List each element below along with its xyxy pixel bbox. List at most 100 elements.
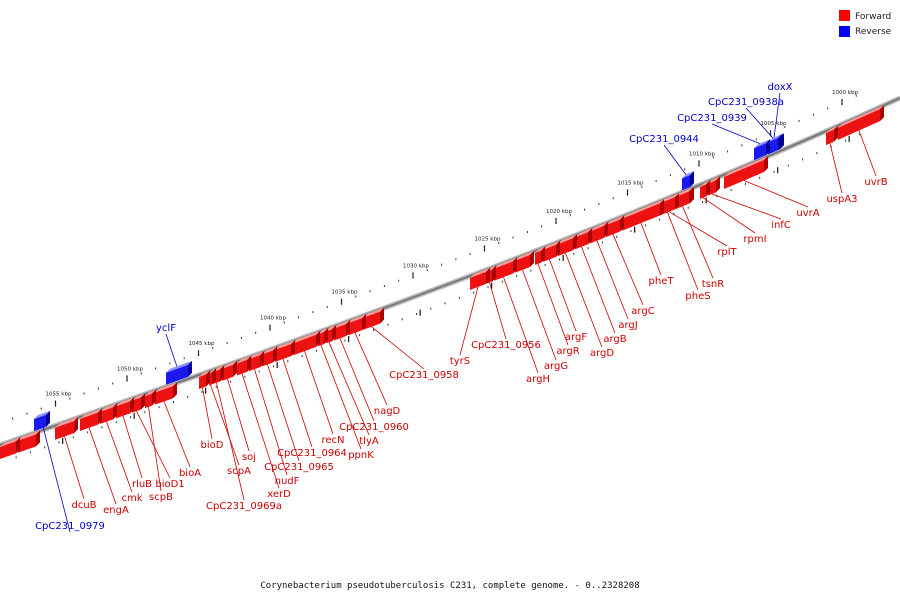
label-leader-line	[165, 333, 178, 367]
gene-label[interactable]: pheS	[685, 291, 710, 302]
bioA-gene-feature[interactable]	[155, 382, 177, 405]
xerD-gene-feature[interactable]	[237, 355, 251, 376]
gene-label[interactable]: nudF	[275, 476, 300, 487]
gene-label[interactable]: argC	[631, 306, 654, 317]
argD-gene-feature[interactable]	[558, 234, 577, 257]
dcuB-gene-feature[interactable]	[55, 417, 78, 440]
gene-label[interactable]: recN	[321, 435, 344, 446]
partial-gene-feature[interactable]	[18, 430, 40, 453]
gene-label[interactable]: scpB	[149, 492, 173, 503]
gene-label[interactable]: argH	[526, 374, 550, 385]
gene-label[interactable]: argB	[603, 334, 626, 345]
gene-label[interactable]: infC	[771, 220, 791, 231]
gene-feature-body	[249, 355, 260, 372]
gene-label[interactable]: cmk	[121, 493, 142, 504]
label-leader-line	[711, 123, 761, 145]
gene-label[interactable]: soj	[242, 452, 256, 463]
uvrB-gene-feature[interactable]	[838, 105, 884, 140]
gene-label[interactable]: xerD	[267, 489, 291, 500]
gene-label[interactable]: uvrA	[796, 208, 819, 219]
gene-label[interactable]: bioA	[179, 468, 201, 479]
engA-gene-feature[interactable]	[80, 408, 102, 431]
rpmI-gene-feature[interactable]	[700, 180, 710, 199]
gene-label[interactable]: rplT	[717, 247, 737, 258]
nagD-gene-feature[interactable]	[348, 314, 366, 336]
gene-feature-top	[318, 328, 328, 335]
argG-gene-feature[interactable]	[515, 250, 534, 273]
label-leader-line	[702, 197, 756, 234]
argR-gene-feature[interactable]	[535, 246, 545, 266]
gene-label[interactable]: yclF	[156, 323, 176, 334]
uspA3-gene-feature[interactable]	[826, 125, 838, 146]
gene-label[interactable]: CpC231_0979	[35, 521, 105, 532]
CpC231_0965-gene-feature[interactable]	[262, 346, 277, 367]
CpC231_0939-gene-feature[interactable]	[754, 139, 770, 161]
gene-label[interactable]: tlyA	[359, 436, 379, 447]
label-leader-line	[745, 107, 774, 139]
gene-label[interactable]: bioD1	[155, 479, 184, 490]
gene-feature-side	[346, 320, 350, 337]
gene-label[interactable]: argJ	[618, 320, 637, 331]
gene-label[interactable]: argG	[544, 361, 568, 372]
gene-label[interactable]: CpC231_0969a	[206, 501, 282, 512]
nudF-gene-feature[interactable]	[249, 351, 264, 372]
gene-label[interactable]: argR	[556, 346, 579, 357]
pheT-gene-feature[interactable]	[622, 199, 664, 231]
CpC231_0958-gene-feature[interactable]	[363, 307, 384, 330]
gene-label[interactable]: CpC231_0965	[264, 462, 334, 473]
gene-feature-side	[706, 180, 710, 197]
gene-label[interactable]: dcuB	[71, 500, 96, 511]
CpC231_0979-gene-feature[interactable]	[34, 410, 50, 432]
gene-label[interactable]: tyrS	[450, 356, 470, 367]
uvrA-gene-feature[interactable]	[724, 156, 768, 189]
gene-feature-body	[606, 219, 620, 238]
argB-gene-feature[interactable]	[575, 228, 592, 250]
gene-label[interactable]: uvrB	[864, 177, 887, 188]
gene-label[interactable]: uspA3	[826, 194, 857, 205]
yclF-gene-feature[interactable]	[166, 360, 192, 385]
tsnR-gene-feature[interactable]	[676, 187, 693, 209]
soj-gene-feature[interactable]	[222, 360, 237, 381]
gene-label[interactable]: CpC231_0938a	[708, 97, 784, 108]
gene-label[interactable]: CpC231_0958	[389, 370, 459, 381]
gene-label[interactable]: scpA	[227, 466, 251, 477]
argJ-gene-feature[interactable]	[590, 221, 608, 244]
label-leader-line	[282, 358, 313, 448]
gene-label[interactable]: CpC231_0956	[471, 340, 541, 351]
gene-label[interactable]: CpC231_0960	[339, 422, 409, 433]
recN-gene-feature[interactable]	[293, 331, 320, 356]
scale-tick-label: 1025 kbp	[475, 236, 501, 242]
tyrS-gene-feature[interactable]	[470, 267, 490, 290]
argF-gene-feature[interactable]	[543, 240, 560, 262]
scpB-gene-feature[interactable]	[145, 389, 156, 409]
CpC231_0938a-gene-feature[interactable]	[768, 134, 782, 155]
gene-label[interactable]: pheT	[649, 276, 675, 287]
gene-label[interactable]: ppnK	[348, 450, 374, 461]
CpC231_0960-gene-feature[interactable]	[334, 320, 350, 341]
argC-gene-feature[interactable]	[606, 215, 624, 238]
argH-gene-feature[interactable]	[494, 257, 517, 281]
bioD1-gene-feature[interactable]	[132, 393, 145, 413]
gene-feature-body	[34, 414, 46, 432]
bioD-gene-feature[interactable]	[199, 370, 210, 390]
gene-feature-body	[237, 359, 247, 376]
gene-label[interactable]: rpmI	[743, 234, 766, 245]
gene-label[interactable]: engA	[103, 505, 129, 516]
rluB-gene-feature[interactable]	[116, 397, 134, 419]
gene-label[interactable]: tsnR	[702, 279, 724, 290]
gene-label[interactable]: nagD	[374, 406, 401, 417]
gene-label[interactable]: CpC231_0944	[629, 134, 699, 145]
scale-tick-label: 1045 kbp	[189, 341, 215, 347]
gene-label[interactable]: bioD	[201, 440, 224, 451]
gene-label[interactable]: argD	[590, 348, 614, 359]
gene-label[interactable]: doxX	[768, 82, 793, 93]
gene-feature-side	[604, 221, 608, 238]
cmk-gene-feature[interactable]	[100, 403, 117, 424]
CpC231_0944-gene-feature[interactable]	[682, 171, 694, 191]
gene-label[interactable]: CpC231_0964	[277, 448, 347, 459]
CpC231_0964-gene-feature[interactable]	[275, 340, 295, 362]
gene-label[interactable]: rluB	[132, 479, 152, 490]
gene-label[interactable]: argF	[565, 332, 587, 343]
gene-label[interactable]: CpC231_0939	[677, 113, 747, 124]
partial-gene-feature[interactable]	[0, 437, 20, 459]
